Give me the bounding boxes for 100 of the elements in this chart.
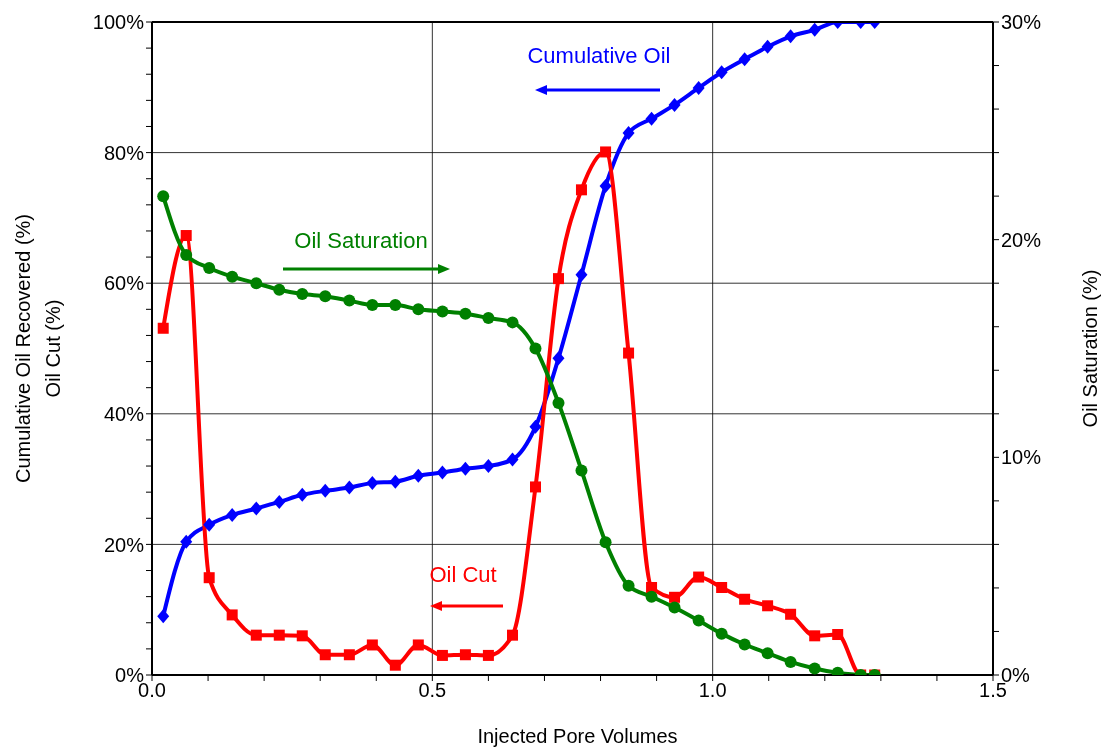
point — [226, 609, 238, 621]
point — [203, 261, 216, 274]
y-tick-label: 60% — [103, 272, 145, 295]
point — [785, 608, 797, 620]
point — [600, 146, 612, 158]
point — [668, 97, 681, 112]
y-tick-label: 80% — [103, 141, 145, 164]
point — [180, 230, 192, 242]
point — [761, 39, 774, 54]
y2-tick-label: 30% — [1001, 11, 1042, 34]
point — [436, 649, 448, 661]
point — [389, 474, 402, 489]
point — [157, 190, 170, 203]
point — [529, 419, 542, 434]
point — [575, 184, 587, 196]
point — [762, 600, 774, 612]
point — [552, 351, 565, 366]
point — [319, 290, 332, 303]
point — [459, 307, 472, 320]
point — [529, 342, 542, 355]
point — [412, 303, 425, 316]
point — [296, 288, 309, 301]
point — [343, 480, 356, 495]
point — [715, 627, 728, 640]
point — [412, 639, 424, 651]
point — [389, 298, 402, 311]
point — [459, 649, 471, 661]
point — [343, 294, 356, 307]
point — [226, 508, 239, 523]
point — [552, 396, 565, 409]
point — [296, 630, 308, 642]
point — [738, 638, 751, 651]
point — [250, 629, 262, 641]
point — [692, 614, 705, 627]
point — [366, 639, 378, 651]
point — [530, 481, 541, 493]
point — [808, 22, 821, 37]
point — [203, 572, 215, 584]
point — [482, 312, 495, 325]
point — [645, 111, 658, 126]
point — [575, 464, 588, 477]
y-tick-label: 100% — [92, 11, 145, 34]
point — [366, 476, 379, 491]
y-tick-label: 20% — [103, 533, 145, 556]
point — [412, 468, 425, 483]
point — [482, 459, 495, 474]
point — [623, 347, 635, 359]
point — [716, 582, 728, 593]
point — [482, 649, 494, 661]
point — [273, 283, 286, 296]
point — [296, 487, 309, 502]
y2-tick-label: 10% — [1001, 446, 1042, 469]
point — [739, 593, 751, 605]
point — [575, 267, 588, 282]
point — [203, 517, 216, 532]
point — [506, 452, 519, 467]
x-tick-label: 1.0 — [698, 679, 727, 702]
y-tick-label: 40% — [103, 402, 145, 425]
x-tick-label: 0.5 — [418, 679, 447, 702]
point — [552, 273, 564, 285]
series-label: Oil Saturation — [294, 228, 428, 253]
point — [832, 629, 844, 641]
point — [809, 630, 821, 642]
point — [343, 649, 355, 661]
point — [250, 277, 263, 290]
point — [459, 461, 472, 476]
point — [692, 80, 705, 95]
point — [436, 305, 449, 318]
point — [319, 649, 331, 661]
point — [693, 571, 705, 583]
point — [250, 501, 263, 516]
point — [715, 65, 728, 80]
point — [784, 655, 797, 668]
point — [669, 591, 681, 603]
y2-tick-label: 20% — [1001, 228, 1042, 251]
point — [599, 536, 612, 549]
point — [622, 579, 635, 592]
point — [389, 659, 401, 671]
point — [226, 270, 239, 283]
point — [645, 590, 658, 603]
point — [784, 29, 797, 44]
y-axis-title: Cumulative Oil Recovered (%) Oil Cut (%) — [12, 214, 64, 483]
point — [180, 534, 193, 549]
point — [157, 609, 170, 624]
point — [808, 662, 821, 675]
point — [157, 322, 169, 334]
point — [506, 316, 519, 329]
point — [507, 629, 519, 641]
point — [668, 601, 681, 614]
point — [599, 178, 612, 193]
point — [273, 494, 286, 509]
point — [319, 483, 332, 498]
point — [761, 647, 774, 660]
series-label: Cumulative Oil — [527, 43, 671, 68]
point — [366, 298, 379, 311]
point — [738, 52, 751, 67]
point — [436, 465, 449, 480]
point — [180, 248, 193, 261]
point — [273, 629, 285, 641]
point — [622, 126, 635, 141]
